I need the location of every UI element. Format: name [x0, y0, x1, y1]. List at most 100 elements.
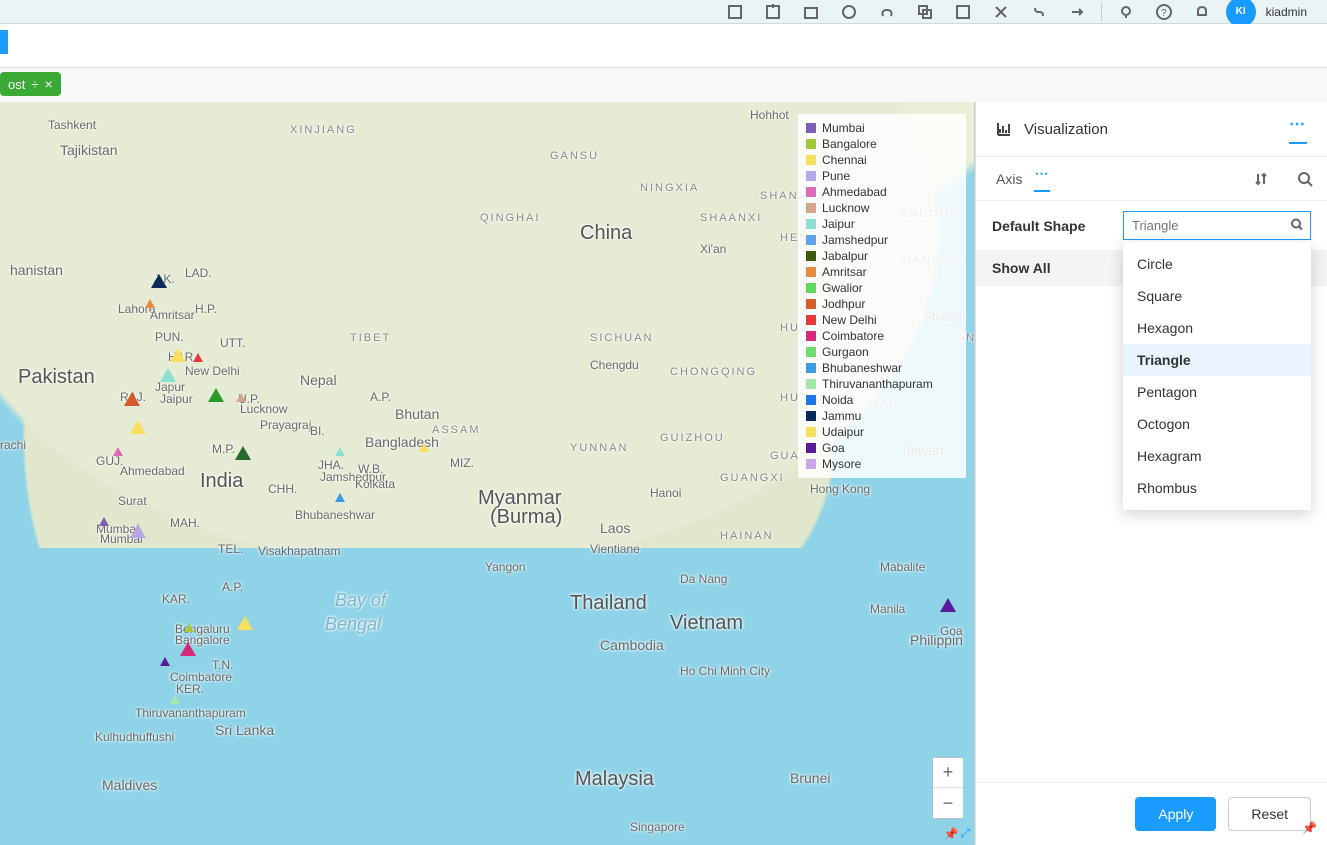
- close-icon[interactable]: ×: [44, 76, 52, 92]
- map-label: Brunei: [790, 770, 830, 786]
- legend-item[interactable]: Noida: [806, 392, 958, 408]
- map-marker[interactable]: [236, 393, 246, 402]
- map-marker[interactable]: [208, 388, 224, 402]
- map-marker[interactable]: [151, 274, 167, 288]
- sidebar-pin-icon[interactable]: 📌: [1302, 821, 1317, 835]
- shape-option-triangle[interactable]: Triangle: [1123, 344, 1311, 376]
- legend-item[interactable]: Jodhpur: [806, 296, 958, 312]
- shape-option-square[interactable]: Square: [1123, 280, 1311, 312]
- legend-item[interactable]: Jabalpur: [806, 248, 958, 264]
- zoom-out-button[interactable]: −: [933, 788, 963, 818]
- tool-icon-3[interactable]: [797, 1, 825, 23]
- shape-option-rhombus[interactable]: Rhombus: [1123, 472, 1311, 504]
- map-label: Thailand: [570, 592, 647, 615]
- tab-axis[interactable]: Axis ⋯: [976, 157, 1239, 200]
- legend-item[interactable]: Ahmedabad: [806, 184, 958, 200]
- help-icon[interactable]: ?: [1150, 1, 1178, 23]
- map-label: Bhutan: [395, 406, 439, 422]
- legend-item[interactable]: Jammu: [806, 408, 958, 424]
- shape-option-circle[interactable]: Circle: [1123, 248, 1311, 280]
- map-label: Hohhot: [750, 108, 789, 122]
- map-marker[interactable]: [113, 447, 123, 456]
- legend-item[interactable]: Gurgaon: [806, 344, 958, 360]
- sort-icon[interactable]: [1239, 157, 1283, 200]
- map-marker[interactable]: [124, 392, 140, 406]
- blue-tab-edge[interactable]: [0, 30, 8, 54]
- tool-icon-5[interactable]: [873, 1, 901, 23]
- map-marker[interactable]: [235, 446, 251, 460]
- zoom-in-button[interactable]: +: [933, 758, 963, 788]
- map-marker[interactable]: [160, 657, 170, 666]
- legend-item[interactable]: Goa: [806, 440, 958, 456]
- map-pin-icon[interactable]: 📌⤢: [943, 826, 970, 841]
- map-label: Hanoi: [650, 486, 681, 500]
- search-icon[interactable]: [1283, 157, 1327, 200]
- map-marker[interactable]: [130, 420, 146, 434]
- map-label: Bengal: [325, 614, 381, 635]
- filter-pill-row: ost ÷ ×: [0, 68, 1327, 102]
- map-canvas[interactable]: TajikistanTashkentXINJIANGGANSUNINGXIACh…: [0, 102, 975, 845]
- apply-button[interactable]: Apply: [1135, 797, 1216, 831]
- shape-select[interactable]: [1123, 211, 1311, 240]
- tool-icon-6[interactable]: [911, 1, 939, 23]
- filter-pill[interactable]: ost ÷ ×: [0, 72, 61, 96]
- shape-option-octogon[interactable]: Octogon: [1123, 408, 1311, 440]
- header-more-icon[interactable]: ⋯: [1289, 114, 1307, 144]
- legend-item[interactable]: Lucknow: [806, 200, 958, 216]
- map-marker[interactable]: [170, 695, 180, 704]
- map-marker[interactable]: [170, 348, 186, 362]
- tool-icon-4[interactable]: [835, 1, 863, 23]
- map-label: NINGXIA: [640, 182, 699, 194]
- shape-option-pentagon[interactable]: Pentagon: [1123, 376, 1311, 408]
- reset-button[interactable]: Reset: [1228, 797, 1311, 831]
- legend-item[interactable]: Coimbatore: [806, 328, 958, 344]
- bulb-icon[interactable]: [1112, 1, 1140, 23]
- legend-item[interactable]: Amritsar: [806, 264, 958, 280]
- tool-icon-10[interactable]: [1063, 1, 1091, 23]
- map-marker[interactable]: [193, 353, 203, 362]
- legend-item[interactable]: Mumbai: [806, 120, 958, 136]
- legend-item[interactable]: Pune: [806, 168, 958, 184]
- map-label: Japur: [155, 380, 185, 394]
- tool-icon-9[interactable]: [1025, 1, 1053, 23]
- map-label: Visakhapatnam: [258, 544, 341, 558]
- legend-item[interactable]: Jaipur: [806, 216, 958, 232]
- map-label: Vietnam: [670, 612, 743, 635]
- legend-item[interactable]: Chennai: [806, 152, 958, 168]
- map-marker[interactable]: [99, 517, 109, 526]
- map-marker[interactable]: [419, 443, 429, 452]
- user-avatar[interactable]: KI: [1226, 0, 1256, 27]
- tool-icon-7[interactable]: [949, 1, 977, 23]
- legend-item[interactable]: Udaipur: [806, 424, 958, 440]
- map-label: A.P.: [222, 580, 243, 594]
- map-label: A.P.: [370, 390, 391, 404]
- map-marker[interactable]: [160, 368, 176, 382]
- map-marker[interactable]: [237, 616, 253, 630]
- map-marker[interactable]: [335, 493, 345, 502]
- legend-item[interactable]: Bangalore: [806, 136, 958, 152]
- shape-option-hexagram[interactable]: Hexagram: [1123, 440, 1311, 472]
- map-marker[interactable]: [130, 524, 146, 538]
- config-sidebar: Visualization ⋯ Axis ⋯ Default Shape: [975, 102, 1327, 845]
- legend-item[interactable]: Bhubaneshwar: [806, 360, 958, 376]
- legend-item[interactable]: Jamshedpur: [806, 232, 958, 248]
- top-toolbar: ? KI kiadmin: [0, 0, 1327, 24]
- map-marker[interactable]: [180, 642, 196, 656]
- map-marker[interactable]: [145, 299, 155, 308]
- tool-icon-8[interactable]: [987, 1, 1015, 23]
- tool-icon-1[interactable]: [721, 1, 749, 23]
- tool-icon-2[interactable]: [759, 1, 787, 23]
- map-marker[interactable]: [940, 598, 956, 612]
- map-marker[interactable]: [335, 447, 345, 456]
- shape-input[interactable]: [1123, 211, 1311, 240]
- axis-more-icon[interactable]: ⋯: [1034, 165, 1050, 192]
- shape-option-hexagon[interactable]: Hexagon: [1123, 312, 1311, 344]
- bell-icon[interactable]: [1188, 1, 1216, 23]
- legend-item[interactable]: Gwalior: [806, 280, 958, 296]
- legend-item[interactable]: New Delhi: [806, 312, 958, 328]
- map-label: Cambodia: [600, 637, 664, 653]
- legend-item[interactable]: Thiruvananthapuram: [806, 376, 958, 392]
- map-label: Jaipur: [160, 392, 193, 406]
- legend-item[interactable]: Mysore: [806, 456, 958, 472]
- map-marker[interactable]: [184, 623, 194, 632]
